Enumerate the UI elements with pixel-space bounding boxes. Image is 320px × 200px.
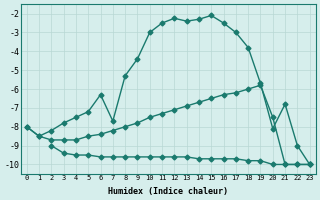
X-axis label: Humidex (Indice chaleur): Humidex (Indice chaleur) (108, 187, 228, 196)
